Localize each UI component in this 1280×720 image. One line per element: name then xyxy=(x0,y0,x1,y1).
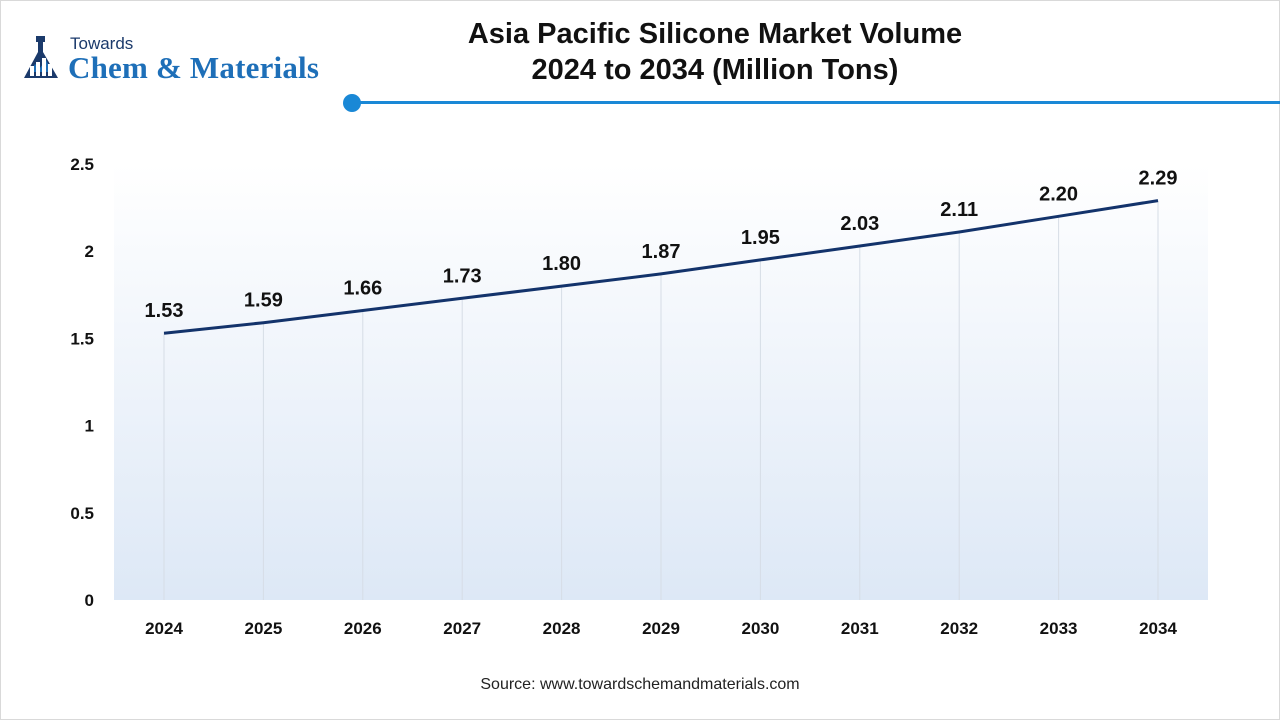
y-tick-label: 1.5 xyxy=(70,329,94,348)
y-tick-label: 0 xyxy=(85,591,94,610)
y-axis-ticks: 0 0.5 1 1.5 2 2.5 xyxy=(70,155,94,610)
data-label: 1.59 xyxy=(244,290,283,312)
chart-title-line-2: 2024 to 2034 (Million Tons) xyxy=(531,54,899,86)
flask-chart-icon xyxy=(24,36,58,78)
y-tick-label: 2 xyxy=(85,242,94,261)
logo-text-towards: Towards xyxy=(70,34,134,53)
data-label: 1.73 xyxy=(443,265,482,287)
x-tick-label: 2032 xyxy=(940,619,978,638)
y-tick-label: 0.5 xyxy=(70,504,94,523)
chart-title-line-1: Asia Pacific Silicone Market Volume xyxy=(467,18,963,50)
x-tick-label: 2030 xyxy=(741,619,779,638)
y-tick-label: 2.5 xyxy=(70,155,94,174)
source-url[interactable]: www.towardschemandmaterials.com xyxy=(539,676,800,693)
data-label: 2.11 xyxy=(940,199,978,221)
chart-title: Asia Pacific Silicone Market Volume 2024… xyxy=(420,16,1010,88)
x-tick-label: 2028 xyxy=(543,619,581,638)
data-label: 1.66 xyxy=(343,277,382,299)
x-tick-label: 2029 xyxy=(642,619,680,638)
source-note: Source: www.towardschemandmaterials.com xyxy=(0,676,1280,694)
x-axis-ticks: 2024 2025 2026 2027 2028 2029 2030 2031 2032 2033… xyxy=(145,619,1177,638)
data-label: 1.53 xyxy=(145,300,184,322)
x-tick-label: 2024 xyxy=(145,619,183,638)
title-underline xyxy=(352,101,1280,104)
data-label: 1.80 xyxy=(542,253,581,275)
data-labels: 1.53 1.59 1.66 1.73 1.80 1.87 1.95 2.03 2.11 2.20… xyxy=(145,168,1178,323)
x-tick-label: 2025 xyxy=(244,619,282,638)
data-label: 2.20 xyxy=(1039,183,1078,205)
source-label: Source: xyxy=(480,676,536,693)
x-tick-label: 2033 xyxy=(1040,619,1078,638)
x-tick-label: 2031 xyxy=(841,619,879,638)
data-label: 2.03 xyxy=(840,213,879,235)
data-label: 1.87 xyxy=(642,241,681,263)
x-tick-label: 2026 xyxy=(344,619,382,638)
x-tick-label: 2034 xyxy=(1139,619,1177,638)
y-tick-label: 1 xyxy=(85,417,94,436)
data-label: 2.29 xyxy=(1139,168,1178,190)
series-line xyxy=(163,199,1159,335)
gridlines xyxy=(163,200,1159,600)
x-tick-label: 2027 xyxy=(443,619,481,638)
title-underline-dot xyxy=(343,94,361,112)
company-logo: Towards Chem & Materials xyxy=(22,34,342,85)
data-label: 1.95 xyxy=(741,227,780,249)
logo-text-chem-materials: Chem & Materials xyxy=(68,50,320,85)
